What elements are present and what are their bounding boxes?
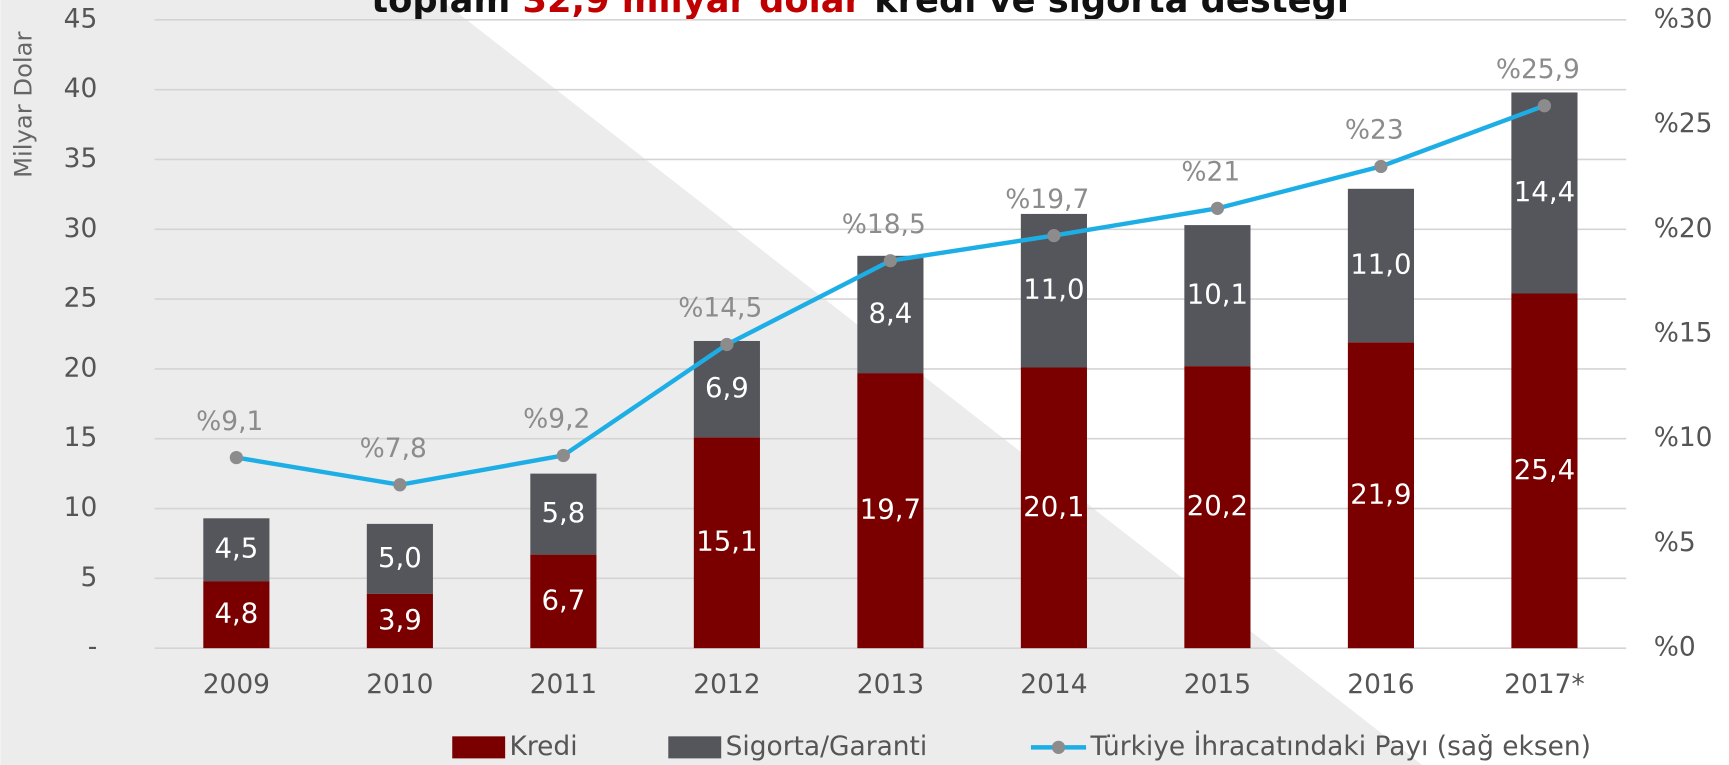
x-tick-label: 2015: [1184, 669, 1251, 700]
line-marker: [1374, 159, 1388, 174]
line-marker: [720, 337, 734, 352]
bar-label: 11,0: [1350, 249, 1411, 281]
line-marker: [1047, 228, 1061, 243]
line-label: %9,1: [196, 406, 263, 437]
bar: [1347, 188, 1414, 343]
bar-label: 4,8: [214, 598, 258, 630]
y2-tick-label: %25: [1654, 108, 1713, 139]
title-part: 32,9 milyar dolar: [523, 0, 863, 21]
bar-label: 5,8: [541, 497, 585, 529]
bar-label: 8,4: [868, 297, 912, 329]
y-tick-label: -: [88, 632, 98, 663]
bar-label: 6,7: [541, 584, 585, 616]
line-marker: [1210, 201, 1225, 215]
line-label: %18,5: [842, 209, 926, 240]
line-label: %23: [1345, 115, 1404, 146]
legend-label: Sigorta/Garanti: [726, 731, 928, 762]
line-label: %19,7: [1005, 184, 1089, 215]
x-tick-label: 2017*: [1504, 669, 1585, 700]
y-tick-label: 40: [64, 73, 98, 104]
y-tick-label: 25: [64, 283, 98, 314]
line-marker: [883, 254, 898, 268]
y2-tick-label: %20: [1654, 213, 1713, 244]
bar-label: 5,0: [378, 542, 422, 574]
bar-label: 3,9: [378, 604, 422, 636]
legend-label: Kredi: [510, 731, 578, 762]
y-tick-label: 15: [64, 422, 98, 453]
bar: [857, 255, 924, 374]
line-label: %14,5: [678, 293, 762, 324]
y-tick-label: 35: [64, 143, 98, 174]
y-tick-label: 45: [64, 3, 98, 34]
bar: [1184, 225, 1251, 367]
x-tick-label: 2009: [203, 669, 270, 700]
bar: [1347, 342, 1414, 649]
bar: [857, 373, 924, 649]
bar: [366, 593, 433, 649]
title-part: toplam: [371, 0, 522, 21]
y-tick-label: 30: [64, 213, 98, 244]
bar-label: 14,4: [1514, 176, 1575, 208]
legend-marker: [1051, 740, 1066, 754]
bar: [530, 473, 597, 555]
x-tick-label: 2013: [857, 669, 924, 700]
bar-label: 10,1: [1187, 279, 1248, 311]
bar: [1511, 92, 1578, 294]
line-marker: [229, 450, 243, 465]
legend-swatch: [668, 736, 722, 759]
bar: [693, 437, 760, 649]
line-label: %9,2: [523, 404, 590, 435]
legend-swatch: [452, 736, 506, 759]
y-tick-label: 5: [80, 562, 97, 593]
bar-label: 11,0: [1023, 274, 1084, 306]
bar: [203, 518, 270, 582]
bar-label: 21,9: [1350, 478, 1411, 510]
line-marker: [1537, 99, 1552, 113]
bar-label: 15,1: [696, 526, 757, 558]
bar: [366, 523, 433, 594]
bar: [530, 554, 597, 649]
x-tick-label: 2016: [1347, 669, 1414, 700]
chart-title: toplam 32,9 milyar dolar kredi ve sigort…: [371, 0, 1349, 21]
y2-tick-label: %10: [1654, 422, 1713, 453]
bar-label: 25,4: [1514, 454, 1575, 486]
bar: [203, 581, 270, 649]
line-label: %7,8: [360, 433, 427, 464]
legend-label: Türkiye İhracatındaki Payı (sağ eksen): [1089, 730, 1590, 762]
line-label: %21: [1181, 157, 1240, 188]
x-tick-label: 2010: [366, 669, 433, 700]
line-marker: [556, 448, 571, 463]
y-tick-label: 20: [64, 352, 98, 383]
bar: [1511, 293, 1578, 649]
y2-tick-label: %0: [1654, 632, 1696, 663]
bar: [1184, 366, 1251, 649]
bar-label: 6,9: [705, 372, 749, 404]
y2-tick-label: %5: [1654, 527, 1696, 558]
y2-tick-label: %15: [1654, 317, 1713, 348]
y2-tick-label: %30: [1654, 3, 1713, 34]
x-tick-label: 2012: [693, 669, 760, 700]
bar-label: 20,2: [1187, 490, 1248, 522]
bar-label: 4,5: [214, 533, 258, 565]
bar: [1020, 367, 1087, 649]
line-label: %25,9: [1496, 54, 1580, 85]
bar-label: 19,7: [860, 494, 921, 526]
x-tick-label: 2014: [1020, 669, 1087, 700]
bar-label: 20,1: [1023, 491, 1084, 523]
x-tick-label: 2011: [530, 669, 597, 700]
y-axis-label: Milyar Dolar: [9, 32, 38, 178]
line-marker: [393, 478, 407, 492]
title-part: kredi ve sigorta desteği: [862, 0, 1349, 21]
y-tick-label: 10: [64, 492, 98, 523]
